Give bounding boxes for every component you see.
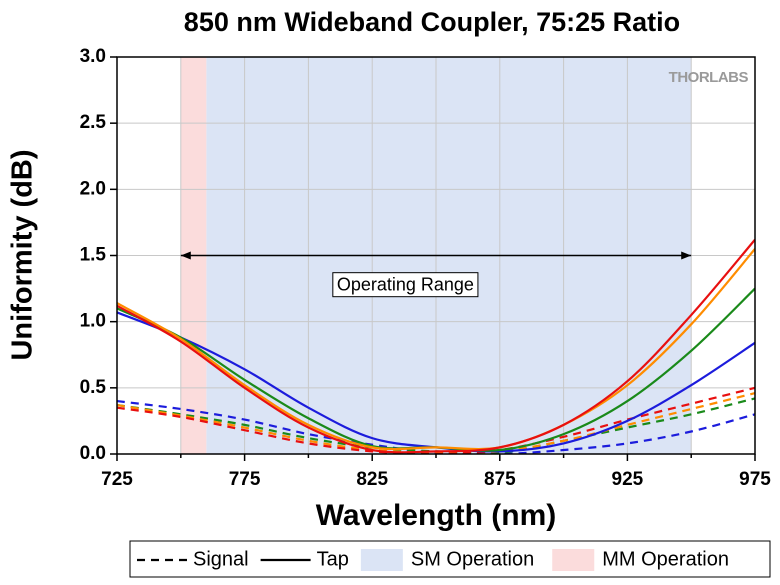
legend-label: Signal: [193, 548, 249, 570]
annotation: Operating Range: [332, 272, 479, 298]
x-tick-label: 775: [229, 469, 261, 490]
plot-frame: [116, 56, 756, 455]
x-tick-label: 975: [739, 469, 771, 490]
y-tick-label: 1.0: [80, 311, 106, 332]
legend-box: [129, 540, 771, 578]
legend-label: MM Operation: [602, 548, 729, 570]
y-axis-label: Uniformity (dB): [7, 149, 39, 360]
legend-swatch: [360, 549, 403, 571]
annotation-box: [332, 272, 479, 298]
x-axis-label: Wavelength (nm): [316, 499, 557, 532]
y-tick-label: 0.5: [80, 377, 107, 398]
y-tick-label: 0.0: [80, 443, 106, 464]
x-tick-label: 925: [612, 469, 644, 490]
series-line: [117, 238, 755, 454]
x-tick-label: 725: [101, 469, 133, 490]
x-tick-label: 875: [484, 469, 516, 490]
legend-label: Tap: [317, 548, 349, 570]
legend-swatch: [552, 549, 595, 571]
logo: THORLABS: [669, 69, 749, 86]
y-tick-label: 1.5: [80, 245, 107, 266]
series-line: [117, 248, 755, 451]
x-tick-label: 825: [356, 469, 388, 490]
legend-label: SM Operation: [411, 548, 534, 570]
y-tick-label: 2.5: [80, 112, 107, 133]
y-tick-label: 3.0: [80, 46, 106, 67]
annotation-text: Operating Range: [337, 275, 474, 295]
y-tick-label: 2.0: [80, 178, 106, 199]
chart-title: 850 nm Wideband Coupler, 75:25 Ratio: [184, 7, 680, 37]
series-line: [117, 392, 755, 454]
